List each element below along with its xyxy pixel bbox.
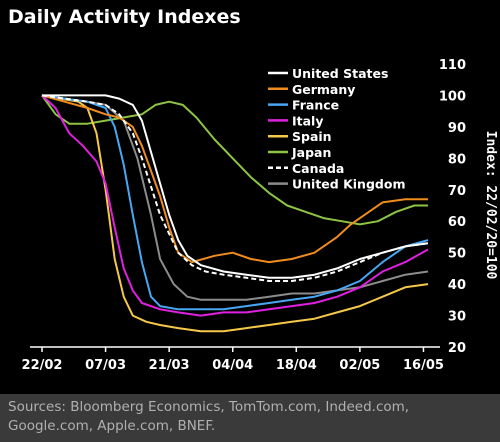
legend-label: France	[292, 98, 339, 113]
y-tick-label: 30	[448, 310, 466, 325]
y-tick-label: 20	[448, 341, 466, 356]
x-tick-label: 07/03	[85, 358, 126, 373]
y-tick-label: 50	[448, 247, 466, 262]
legend-label: Spain	[292, 129, 332, 144]
x-tick-label: 04/04	[212, 358, 253, 373]
y-tick-label: 110	[439, 58, 466, 73]
series-line-united-states	[42, 94, 429, 279]
series-line-italy	[41, 94, 429, 317]
series-line-germany	[41, 94, 428, 264]
y-tick-label: 80	[448, 152, 466, 167]
y-tick-label: 100	[439, 89, 466, 104]
series-line-japan	[41, 94, 428, 226]
series-line-united-kingdom	[41, 94, 429, 301]
source-note: Sources: Bloomberg Economics, TomTom.com…	[8, 399, 410, 434]
x-tick-label: 16/05	[403, 358, 444, 373]
series-line-spain	[41, 94, 429, 333]
y-tick-label: 90	[448, 121, 466, 136]
legend-label: Germany	[292, 82, 355, 97]
y-tick-label: 60	[448, 215, 466, 230]
legend-label: Italy	[292, 113, 324, 128]
line-chart: 22/02 07/03 21/03 04/04 18/04 02/05 16/05 20 30 4…	[22, 58, 498, 373]
legend-label: Canada	[292, 161, 344, 176]
y-tick-label: 40	[448, 278, 466, 293]
x-tick-label: 18/04	[276, 358, 317, 373]
legend-label: United States	[292, 66, 388, 81]
legend-label: United Kingdom	[292, 177, 405, 192]
chart-title: Daily Activity Indexes	[8, 6, 241, 28]
y-tick-label: 70	[448, 184, 466, 199]
series-line-canada	[41, 94, 429, 282]
x-tick-label: 22/02	[22, 358, 63, 373]
x-tick-label: 21/03	[149, 358, 190, 373]
series-line-france	[41, 94, 429, 311]
legend-label: Japan	[291, 145, 331, 160]
footer-band	[0, 394, 500, 442]
x-tick-label: 02/05	[339, 358, 380, 373]
y-axis-label: Index: 22/02/20=100	[483, 131, 498, 280]
